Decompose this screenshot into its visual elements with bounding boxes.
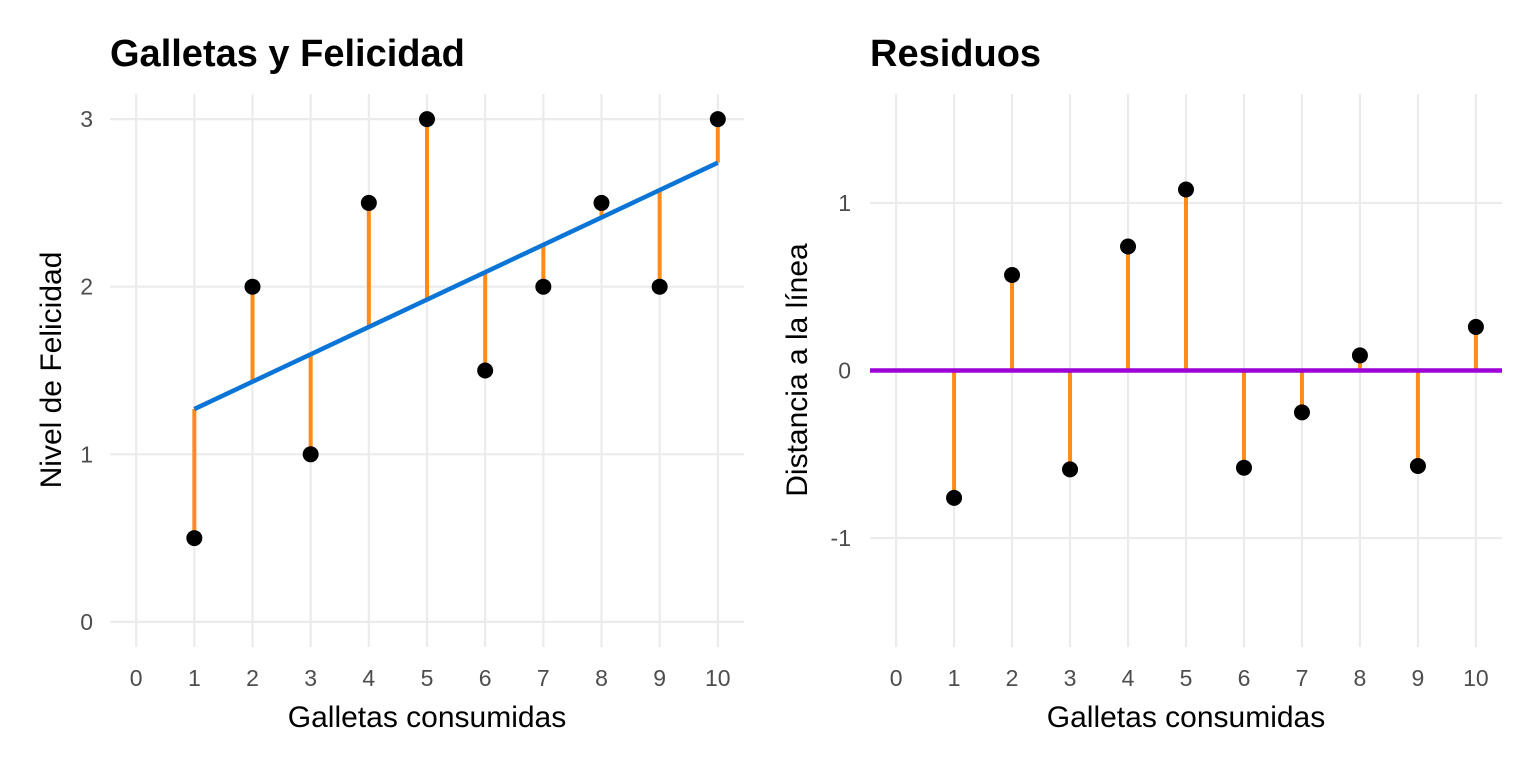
x-tick-label: 1 [948,665,961,691]
data-point [1178,181,1194,198]
data-point [593,194,610,211]
y-tick-label: 0 [838,358,851,384]
data-point [186,530,203,547]
y-axis-label: Nivel de Felicidad [35,252,68,489]
data-point [360,194,377,211]
x-tick-label: 4 [1122,665,1135,691]
y-tick-label: 1 [838,190,851,216]
data-point [1351,347,1368,364]
data-point [535,278,552,295]
panel-galletas-felicidad: 0 1 2 3 4 5 6 7 8 9 10 0 1 2 3 Galletas y Felicidad Gall… [35,33,744,734]
y-tick-label: 3 [80,106,93,132]
x-tick-label: 8 [595,665,608,691]
x-tick-label: 2 [246,665,259,691]
x-tick-label: 10 [1463,665,1489,691]
chart-title: Galletas y Felicidad [110,33,465,75]
data-point [1409,458,1426,475]
x-tick-label: 4 [362,665,375,691]
x-tick-label: 7 [537,665,550,691]
x-axis-label: Galletas consumidas [288,701,566,734]
x-tick-label: 2 [1006,665,1019,691]
x-tick-label: 3 [304,665,317,691]
y-tick-label: -1 [831,525,851,551]
x-tick-label: 3 [1064,665,1077,691]
regression-line [193,160,719,412]
y-tick-label: 0 [80,609,93,635]
x-tick-label: 7 [1296,665,1309,691]
y-axis-label: Distancia a la línea [781,243,814,497]
data-point [1467,318,1484,335]
x-tick-label: 0 [890,665,903,691]
data-point [1120,238,1137,255]
data-point [302,446,319,463]
x-tick-label: 8 [1354,665,1367,691]
x-tick-label: 5 [1180,665,1193,691]
x-axis-label: Galletas consumidas [1047,701,1325,734]
data-point [1062,461,1079,478]
data-point [477,362,494,379]
data-point [651,278,668,295]
x-tick-label: 0 [130,665,143,691]
x-tick-label: 9 [653,665,666,691]
y-tick-label: 1 [80,441,93,467]
y-tick-label: 2 [80,274,93,300]
data-point [709,111,726,128]
x-tick-label: 10 [705,665,731,691]
chart-title: Residuos [870,33,1041,75]
data-point [1004,266,1021,283]
x-tick-label: 6 [1238,665,1251,691]
x-tick-label: 9 [1412,665,1425,691]
data-point [244,278,261,295]
x-tick-label: 6 [479,665,492,691]
data-point [1293,404,1310,421]
data-point [419,111,435,128]
data-point [1235,459,1252,476]
x-tick-label: 5 [421,665,434,691]
panel-residuos: 0 1 2 3 4 5 6 7 8 9 10 -1 0 1 Residuos Galletas consumi… [781,33,1502,734]
data-point [946,489,963,506]
x-tick-label: 1 [188,665,201,691]
